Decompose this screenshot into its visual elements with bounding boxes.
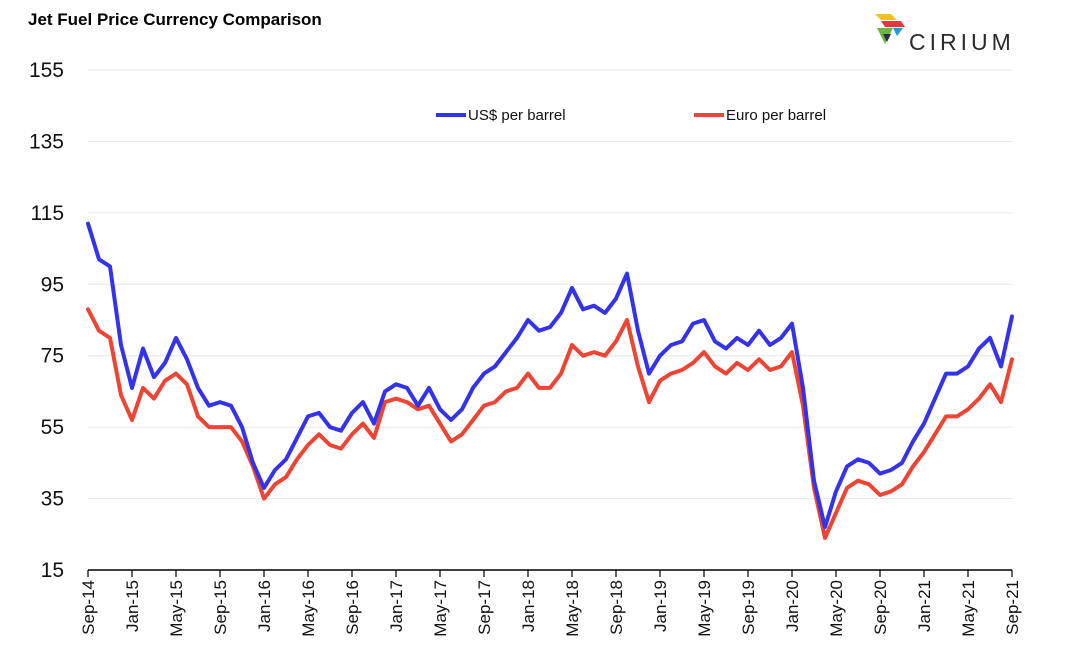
x-tick-label: Sep-19 <box>739 580 758 635</box>
x-tick-label: Jan-17 <box>387 580 406 632</box>
x-tick-label: May-19 <box>695 580 714 637</box>
x-tick-label: Jan-16 <box>255 580 274 632</box>
legend: US$ per barrel Euro per barrel <box>436 107 826 124</box>
y-tick-label: 135 <box>29 130 64 153</box>
x-tick-label: Sep-14 <box>79 580 98 635</box>
x-tick-label: May-21 <box>959 580 978 637</box>
x-tick-label: Sep-15 <box>211 580 230 635</box>
x-tick-label: Jan-20 <box>783 580 802 632</box>
y-tick-label: 95 <box>41 273 64 296</box>
x-tick-label: May-20 <box>827 580 846 637</box>
x-tick-label: Sep-18 <box>607 580 626 635</box>
series-lines <box>86 221 1014 540</box>
y-tick-label: 155 <box>29 59 64 82</box>
x-axis-ticks: Sep-14 Jan-15 May-15 Sep-15 Jan-16 May-16 Sep-… <box>79 570 1022 637</box>
usd-series-line <box>86 221 1014 530</box>
y-tick-label: 55 <box>41 416 64 439</box>
y-axis-ticks: 15 35 55 75 95 115 135 155 <box>29 59 64 582</box>
x-tick-label: Jan-19 <box>651 580 670 632</box>
x-tick-label: Jan-21 <box>915 580 934 632</box>
x-tick-label: Sep-17 <box>475 580 494 635</box>
x-tick-label: Jan-15 <box>123 580 142 632</box>
x-tick-label: Jan-18 <box>519 580 538 632</box>
chart-title: Jet Fuel Price Currency Comparison <box>28 10 322 29</box>
x-tick-label: Sep-21 <box>1003 580 1022 635</box>
x-tick-label: May-18 <box>563 580 582 637</box>
y-tick-label: 35 <box>41 488 64 511</box>
x-tick-label: May-17 <box>431 580 450 637</box>
euro-series-line <box>86 307 1014 540</box>
x-tick-label: Sep-16 <box>343 580 362 635</box>
y-tick-label: 75 <box>41 345 64 368</box>
y-tick-label: 115 <box>31 202 64 225</box>
y-tick-label: 15 <box>41 559 64 582</box>
x-tick-label: May-16 <box>299 580 318 637</box>
cirium-logo-icon <box>875 14 905 44</box>
x-tick-label: May-15 <box>167 580 186 637</box>
legend-label: US$ per barrel <box>468 107 566 124</box>
logo-text: CIRIUM <box>909 29 1015 55</box>
legend-label: Euro per barrel <box>726 107 826 124</box>
cirium-logo: CIRIUM <box>871 12 1031 56</box>
x-tick-label: Sep-20 <box>871 580 890 635</box>
grid-lines <box>88 69 1012 500</box>
